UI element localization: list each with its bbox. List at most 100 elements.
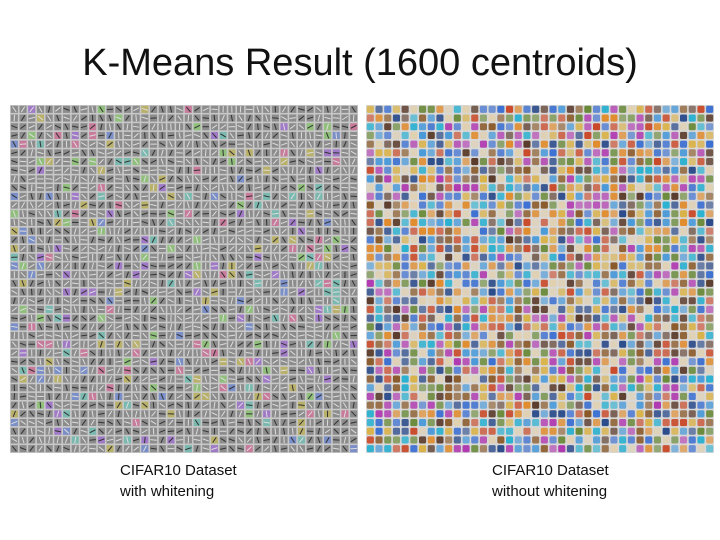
edge-stroke xyxy=(72,125,79,128)
edge-stroke xyxy=(108,288,112,296)
centroid-tile xyxy=(645,297,653,305)
centroid-tile xyxy=(601,175,609,183)
edge-stroke xyxy=(20,271,26,278)
centroid-tile xyxy=(427,149,435,157)
centroid-tile xyxy=(566,419,574,427)
centroid-tile xyxy=(610,305,618,313)
edge-stroke xyxy=(204,375,208,383)
edge-stroke xyxy=(63,221,70,224)
centroid-tile xyxy=(471,149,479,157)
centroid-tile xyxy=(584,149,592,157)
centroid-tile xyxy=(523,427,531,435)
edge-stroke xyxy=(289,324,296,330)
edge-stroke xyxy=(315,202,322,208)
edge-stroke xyxy=(177,237,182,243)
centroid-tile xyxy=(392,262,400,270)
centroid-tile xyxy=(688,105,696,113)
edge-stroke xyxy=(116,123,121,130)
centroid-tile xyxy=(392,245,400,253)
centroid-tile xyxy=(697,262,705,270)
centroid-tile xyxy=(366,314,374,322)
edge-stroke xyxy=(274,410,277,418)
edge-stroke xyxy=(56,210,60,217)
edge-stroke xyxy=(177,115,183,121)
edge-stroke xyxy=(176,402,183,408)
centroid-tile xyxy=(419,401,427,409)
edge-stroke xyxy=(202,229,209,234)
centroid-tile xyxy=(671,184,679,192)
centroid-tile xyxy=(575,227,583,235)
edge-stroke xyxy=(194,368,200,373)
centroid-tile xyxy=(384,392,392,400)
centroid-tile xyxy=(506,323,514,331)
centroid-tile xyxy=(506,288,514,296)
centroid-tile xyxy=(610,184,618,192)
edge-stroke xyxy=(317,271,321,278)
edge-stroke xyxy=(72,298,79,304)
edge-stroke xyxy=(124,316,131,320)
edge-stroke xyxy=(315,212,322,216)
edge-stroke xyxy=(264,106,270,113)
edge-stroke xyxy=(298,411,305,417)
edge-stroke xyxy=(289,160,296,163)
centroid-tile xyxy=(575,436,583,444)
centroid-tile xyxy=(680,288,688,296)
centroid-tile xyxy=(514,375,522,383)
edge-stroke xyxy=(309,349,312,357)
edge-stroke xyxy=(307,159,314,164)
centroid-tile xyxy=(584,340,592,348)
edge-stroke xyxy=(325,323,330,330)
centroid-tile xyxy=(375,288,383,296)
centroid-tile xyxy=(671,358,679,366)
centroid-tile xyxy=(462,175,470,183)
centroid-tile xyxy=(462,384,470,392)
centroid-tile xyxy=(497,392,505,400)
centroid-tile xyxy=(445,123,453,131)
edge-stroke xyxy=(141,429,148,434)
edge-stroke xyxy=(176,220,183,225)
edge-stroke xyxy=(211,447,218,451)
centroid-tile xyxy=(619,349,627,357)
unwhitened-centroids-image xyxy=(366,105,714,453)
centroid-tile xyxy=(471,158,479,166)
edge-stroke xyxy=(91,106,94,113)
edge-stroke xyxy=(186,349,190,357)
centroid-tile xyxy=(488,236,496,244)
centroid-tile xyxy=(636,332,644,340)
centroid-tile xyxy=(549,419,557,427)
edge-stroke xyxy=(350,428,357,434)
edge-stroke xyxy=(299,375,304,383)
edge-stroke xyxy=(300,149,303,157)
edge-stroke xyxy=(246,229,253,233)
centroid-tile xyxy=(593,271,601,279)
edge-stroke xyxy=(37,341,44,347)
edge-stroke xyxy=(273,254,277,261)
centroid-tile xyxy=(532,262,540,270)
edge-stroke xyxy=(65,393,68,400)
centroid-tile xyxy=(532,332,540,340)
centroid-tile xyxy=(540,227,548,235)
edge-stroke xyxy=(221,114,225,122)
centroid-tile xyxy=(488,384,496,392)
centroid-tile xyxy=(627,201,635,209)
centroid-tile xyxy=(419,166,427,174)
edge-stroke xyxy=(132,429,140,433)
centroid-tile xyxy=(462,227,470,235)
edge-stroke xyxy=(108,132,112,139)
edge-stroke xyxy=(291,428,294,435)
edge-stroke xyxy=(229,272,235,278)
edge-stroke xyxy=(150,447,157,450)
edge-stroke xyxy=(221,419,225,426)
edge-stroke xyxy=(89,124,96,130)
edge-stroke xyxy=(202,429,209,433)
centroid-tile xyxy=(627,384,635,392)
centroid-tile xyxy=(566,114,574,122)
centroid-tile xyxy=(392,375,400,383)
centroid-tile xyxy=(671,175,679,183)
centroid-tile xyxy=(523,245,531,253)
edge-stroke xyxy=(186,341,191,348)
edge-stroke xyxy=(90,167,96,174)
centroid-tile xyxy=(384,279,392,287)
centroid-tile xyxy=(558,218,566,226)
edge-stroke xyxy=(159,219,165,226)
